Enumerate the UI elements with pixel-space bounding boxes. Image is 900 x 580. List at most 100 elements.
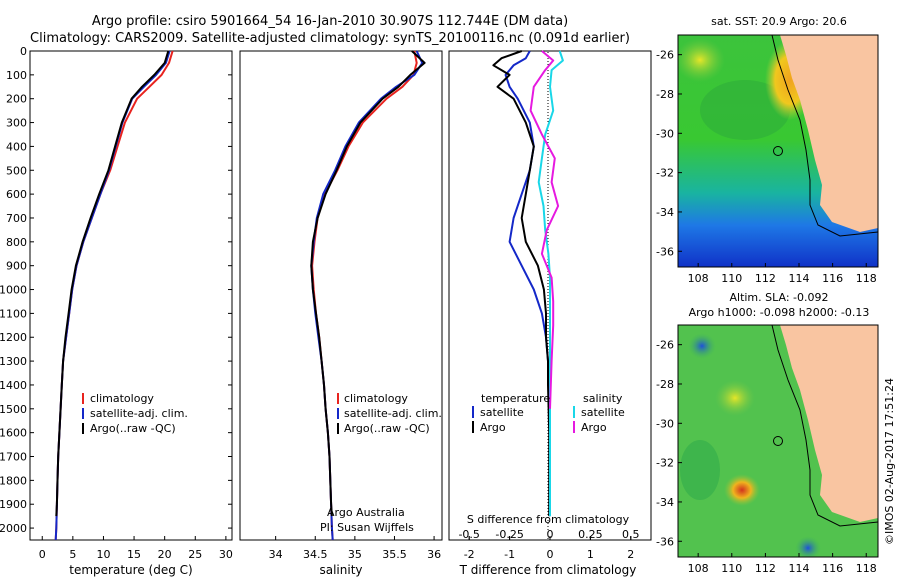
salinity-legend: climatology satellite-adj. clim. Argo(..… <box>337 392 442 435</box>
lon-tick-label: 110 <box>721 562 742 575</box>
depth-tick-label: 800 <box>6 236 27 249</box>
figure-title-line2: Climatology: CARS2009. Satellite-adjuste… <box>30 31 630 46</box>
sla-high-patch <box>715 380 755 416</box>
s-difference-label: S difference from climatology <box>467 513 630 526</box>
lon-tick-label: 110 <box>721 272 742 285</box>
credit-institution: Argo Australia <box>327 506 405 519</box>
lon-tick-label: 114 <box>789 272 810 285</box>
salinity-panel: 34 34.5 35 35.5 36 salinity climatology sate… <box>239 50 443 577</box>
depth-tick-label: 1600 <box>0 427 27 440</box>
lon-tick-label: 112 <box>755 272 776 285</box>
figure-title-line1: Argo profile: csiro 5901664_54 16-Jan-20… <box>91 14 569 29</box>
legend-label-temp-satellite: satellite <box>480 406 524 419</box>
sla-map-panel: -26 -28 -30 -32 -34 -36 108 110 112 114 116 118 Alt… <box>656 291 879 575</box>
sst-map-frame <box>677 34 879 268</box>
sla-profile-location-marker <box>773 436 783 446</box>
lat-tick-label: -32 <box>656 457 674 470</box>
x-tick-label: 34 <box>269 548 283 561</box>
lon-tick-label: 108 <box>688 562 709 575</box>
sla-map-title-line2: Argo h1000: -0.098 h2000: -0.13 <box>689 306 870 319</box>
depth-tick-label: 100 <box>6 69 27 82</box>
lat-tick-label: -36 <box>656 245 674 258</box>
temperature-xlabel: temperature (deg C) <box>69 563 192 577</box>
sla-shelf-contour <box>771 325 878 527</box>
depth-tick-label: 1000 <box>0 284 27 297</box>
legend-label-sal-argo: Argo <box>581 421 607 434</box>
difference-panel: -2 -1 0 1 2 -0.5 -0.25 0 0.25 0.5 S difference fr… <box>448 50 652 577</box>
legend-label-temp-argo: Argo <box>480 421 506 434</box>
temperature-legend: climatology satellite-adj. clim. Argo(..… <box>82 392 188 435</box>
temperature-line-argo <box>55 50 170 517</box>
sst-shelf-contour <box>771 35 878 237</box>
depth-tick-label: 1900 <box>0 498 27 511</box>
temperature-series <box>54 50 174 541</box>
legend-label-satellite: satellite-adj. clim. <box>90 407 188 420</box>
x-tick-label: 0 <box>39 548 46 561</box>
x-tick-label: -1 <box>504 548 515 561</box>
lon-tick-label: 116 <box>822 272 843 285</box>
x-tick-label: 36 <box>427 548 441 561</box>
lat-tick-label: -34 <box>656 496 674 509</box>
salinity-series <box>310 50 426 541</box>
lon-tick-label: 108 <box>688 272 709 285</box>
x-tick-label: 30 <box>219 548 233 561</box>
depth-tick-label: 300 <box>6 117 27 130</box>
salinity-xlabel: salinity <box>319 563 362 577</box>
lat-tick-label: -26 <box>656 49 674 62</box>
sla-low-patch-north <box>688 333 716 359</box>
difference-x-ticks: -2 -1 0 1 2 -0.5 -0.25 0 0.25 0.5 <box>458 528 639 561</box>
depth-tick-label: 1500 <box>0 403 27 416</box>
legend-label-satellite: satellite-adj. clim. <box>344 407 442 420</box>
sst-map-panel: -26 -28 -30 -32 -34 -36 108 110 112 114 116 118 sat… <box>656 15 879 285</box>
depth-tick-label: 0 <box>20 45 27 58</box>
legend-label-argo: Argo(..raw -QC) <box>90 422 176 435</box>
legend-label-climatology: climatology <box>90 392 154 405</box>
temperature-panel: 0100200300400500600700800900100011001200… <box>0 45 651 577</box>
x-tick-label: 15 <box>127 548 141 561</box>
lat-tick-label: -26 <box>656 339 674 352</box>
x-tick-label: 20 <box>158 548 172 561</box>
lat-tick-label: -36 <box>656 535 674 548</box>
t-diff-argo-line <box>492 50 551 517</box>
lon-tick-label: 112 <box>755 562 776 575</box>
depth-tick-label: 1200 <box>0 331 27 344</box>
sla-australia-landmass <box>780 325 878 522</box>
x-tick-label: 2 <box>627 548 634 561</box>
x-tick-label: 35 <box>348 548 362 561</box>
depth-tick-label: 900 <box>6 260 27 273</box>
x-tick-label: 10 <box>96 548 110 561</box>
depth-tick-label: 1700 <box>0 451 27 464</box>
depth-tick-label: 600 <box>6 188 27 201</box>
legend-label-sal-satellite: satellite <box>581 406 625 419</box>
depth-tick-label: 1800 <box>0 474 27 487</box>
temperature-axes-frame <box>29 50 233 541</box>
x-tick-label: -0.5 <box>458 528 479 541</box>
lat-tick-label: -28 <box>656 88 674 101</box>
lon-tick-label: 118 <box>856 562 877 575</box>
legend-title-temperature: temperature <box>481 392 550 405</box>
x-tick-label: -2 <box>464 548 475 561</box>
x-tick-label: 1 <box>587 548 594 561</box>
copyright-timestamp: ©IMOS 02-Aug-2017 17:51:24 <box>883 378 896 545</box>
depth-tick-label: 1300 <box>0 355 27 368</box>
sst-warm-patch <box>678 38 725 82</box>
depth-tick-label: 1400 <box>0 379 27 392</box>
legend-title-salinity: salinity <box>583 392 623 405</box>
depth-tick-label: 700 <box>6 212 27 225</box>
x-tick-label: 35.5 <box>382 548 407 561</box>
lat-tick-label: -30 <box>656 417 674 430</box>
lon-tick-label: 116 <box>822 562 843 575</box>
sst-map-title: sat. SST: 20.9 Argo: 20.6 <box>711 15 847 28</box>
lat-tick-label: -28 <box>656 378 674 391</box>
salinity-line-argo <box>310 50 426 517</box>
difference-series <box>492 50 564 517</box>
lat-tick-label: -34 <box>656 206 674 219</box>
salinity-axes-frame <box>239 50 443 541</box>
lat-tick-label: -32 <box>656 167 674 180</box>
salinity-x-ticks: 34 34.5 35 35.5 36 <box>269 536 441 561</box>
sla-dark-patch <box>680 440 720 500</box>
credit-pi: PI: Susan Wijffels <box>320 521 414 534</box>
x-tick-label: 0 <box>547 528 554 541</box>
